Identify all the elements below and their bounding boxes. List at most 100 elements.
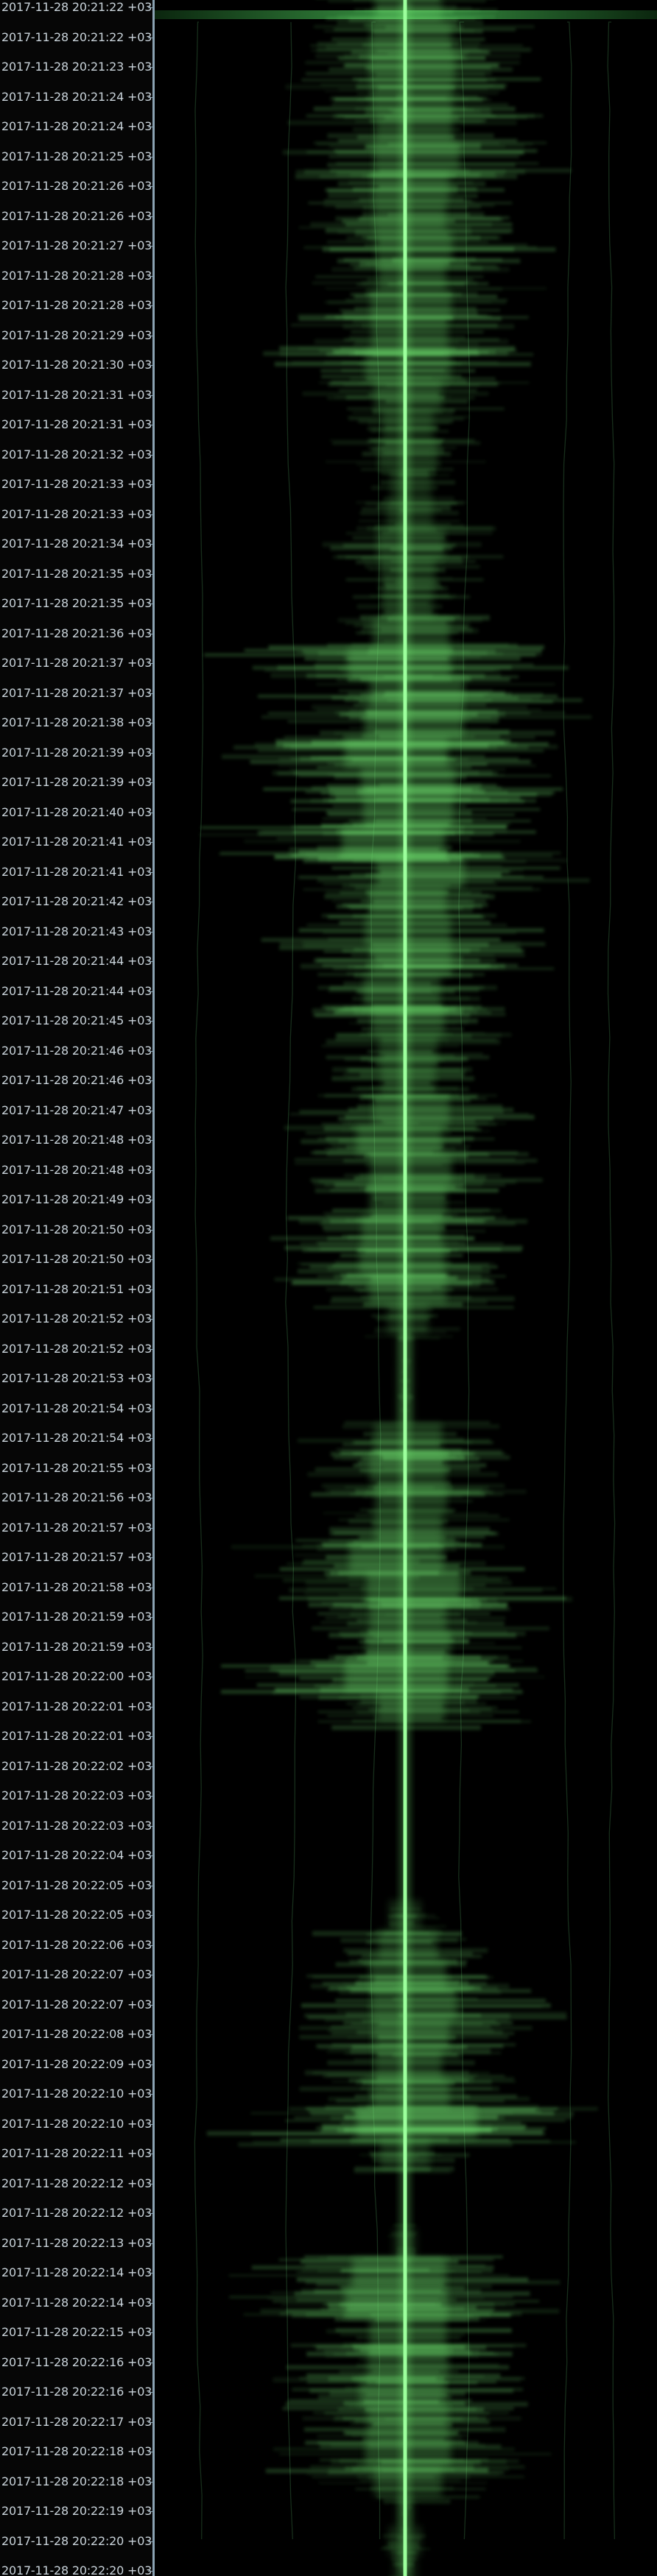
signal-core: [373, 1095, 449, 1125]
signal-core: [373, 618, 449, 648]
timestamp-label: 2017-11-28 20:21:59 +03:00: [1, 1610, 155, 1624]
timestamp-label: 2017-11-28 20:21:41 +03:00: [1, 835, 155, 849]
timestamp-label: 2017-11-28 20:21:40 +03:00: [1, 805, 155, 820]
timestamp-label: 2017-11-28 20:21:37 +03:00: [1, 656, 155, 670]
timestamp-tick: [148, 2482, 152, 2483]
timestamp-tick: [148, 1557, 152, 1558]
timestamp-axis: 2017-11-28 20:21:22 +03:00 2017-11-28 20:…: [0, 0, 155, 2576]
timestamp-label: 2017-11-28 20:21:56 +03:00: [1, 1490, 155, 1505]
timestamp-tick: [148, 842, 152, 843]
signal-core: [376, 112, 452, 142]
noise-trace: [608, 22, 615, 2539]
timestamp-label: 2017-11-28 20:21:57 +03:00: [1, 1521, 155, 1535]
timestamp-label: 2017-11-28 20:21:55 +03:00: [1, 1461, 155, 1476]
signal-core: [375, 1483, 447, 1513]
timestamp-label: 2017-11-28 20:22:01 +03:00: [1, 1729, 155, 1744]
timestamp-tick: [148, 1140, 152, 1141]
timestamp-label: 2017-11-28 20:21:53 +03:00: [1, 1371, 155, 1386]
timestamp-tick: [148, 2511, 152, 2512]
noise-trace: [194, 22, 203, 2539]
signal-core: [390, 470, 432, 500]
timestamp-label: 2017-11-28 20:21:24 +03:00: [1, 90, 155, 105]
timestamp-tick: [148, 991, 152, 992]
timestamp-label: 2017-11-28 20:21:33 +03:00: [1, 507, 155, 522]
timestamp-label: 2017-11-28 20:21:48 +03:00: [1, 1133, 155, 1147]
timestamp-label: 2017-11-28 20:22:12 +03:00: [1, 2206, 155, 2221]
timestamp-label: 2017-11-28 20:21:42 +03:00: [1, 894, 155, 909]
signal-core: [370, 678, 464, 708]
timestamp-label: 2017-11-28 20:21:25 +03:00: [1, 149, 155, 164]
signal-core: [373, 2079, 449, 2109]
signal-core: [373, 171, 449, 201]
timestamp-tick: [148, 1528, 152, 1529]
timestamp-tick: [148, 1259, 152, 1260]
timestamp-tick: [148, 186, 152, 187]
timestamp-label: 2017-11-28 20:21:34 +03:00: [1, 537, 155, 551]
timestamp-tick: [148, 1736, 152, 1737]
timestamp-label: 2017-11-28 20:21:44 +03:00: [1, 984, 155, 999]
timestamp-label: 2017-11-28 20:22:12 +03:00: [1, 2176, 155, 2191]
timestamp-tick: [148, 2422, 152, 2423]
timestamp-label: 2017-11-28 20:22:02 +03:00: [1, 1759, 155, 1774]
signal-core: [374, 141, 460, 171]
timestamp-label: 2017-11-28 20:21:35 +03:00: [1, 596, 155, 611]
timestamp-label: 2017-11-28 20:21:54 +03:00: [1, 1401, 155, 1416]
timestamp-label: 2017-11-28 20:21:47 +03:00: [1, 1103, 155, 1118]
timestamp-tick: [148, 2303, 152, 2304]
timestamp-label: 2017-11-28 20:22:01 +03:00: [1, 1699, 155, 1714]
timestamp-label: 2017-11-28 20:21:50 +03:00: [1, 1252, 155, 1267]
signal-core: [367, 1572, 461, 1602]
timestamp-tick: [148, 365, 152, 366]
timestamp-tick: [148, 305, 152, 306]
timestamp-label: 2017-11-28 20:21:51 +03:00: [1, 1282, 155, 1297]
timestamp-tick: [148, 2273, 152, 2274]
timestamp-label: 2017-11-28 20:22:04 +03:00: [1, 1848, 155, 1863]
timestamp-tick: [148, 1438, 152, 1439]
timestamp-tick: [148, 1289, 152, 1290]
timestamp-label: 2017-11-28 20:22:03 +03:00: [1, 1788, 155, 1803]
timestamp-tick: [148, 2124, 152, 2125]
signal-core: [370, 22, 452, 52]
timestamp-tick: [148, 932, 152, 933]
timestamp-label: 2017-11-28 20:22:14 +03:00: [1, 2265, 155, 2280]
timestamp-tick: [148, 67, 152, 68]
timestamp-label: 2017-11-28 20:21:27 +03:00: [1, 238, 155, 253]
timestamp-label: 2017-11-28 20:21:41 +03:00: [1, 865, 155, 880]
timestamp-tick: [148, 2094, 152, 2095]
timestamp-tick: [148, 2034, 152, 2035]
signal-core: [370, 52, 455, 82]
signal-streak: [384, 2499, 451, 2504]
timestamp-label: 2017-11-28 20:22:07 +03:00: [1, 1998, 155, 2012]
signal-core: [345, 737, 448, 768]
signal-core: [371, 1989, 457, 2020]
timestamp-label: 2017-11-28 20:21:32 +03:00: [1, 447, 155, 462]
timestamp-label: 2017-11-28 20:22:08 +03:00: [1, 2027, 155, 2042]
timestamp-label: 2017-11-28 20:21:28 +03:00: [1, 298, 155, 313]
timestamp-label: 2017-11-28 20:21:31 +03:00: [1, 388, 155, 403]
timestamp-label: 2017-11-28 20:22:11 +03:00: [1, 2146, 155, 2161]
timestamp-label: 2017-11-28 20:21:29 +03:00: [1, 328, 155, 343]
timestamp-label: 2017-11-28 20:21:30 +03:00: [1, 358, 155, 372]
timestamp-tick: [148, 395, 152, 396]
signal-core: [377, 529, 445, 559]
timestamp-label: 2017-11-28 20:21:33 +03:00: [1, 477, 155, 492]
timestamp-label: 2017-11-28 20:22:05 +03:00: [1, 1908, 155, 1922]
signal-core: [370, 291, 452, 321]
timestamp-tick: [148, 157, 152, 158]
timestamp-label: 2017-11-28 20:21:36 +03:00: [1, 626, 155, 641]
timestamp-label: 2017-11-28 20:22:14 +03:00: [1, 2296, 155, 2310]
timestamp-tick: [148, 1945, 152, 1946]
timestamp-label: 2017-11-28 20:22:18 +03:00: [1, 2444, 155, 2459]
timestamp-label: 2017-11-28 20:22:09 +03:00: [1, 2057, 155, 2072]
signal-core: [348, 648, 451, 679]
waterfall-display[interactable]: [155, 0, 657, 2576]
timestamp-tick: [148, 7, 152, 8]
timestamp-tick: [148, 1796, 152, 1797]
timestamp-label: 2017-11-28 20:22:00 +03:00: [1, 1669, 155, 1684]
timestamp-label: 2017-11-28 20:22:06 +03:00: [1, 1938, 155, 1953]
timestamp-label: 2017-11-28 20:22:07 +03:00: [1, 1967, 155, 1982]
signal-core: [356, 1125, 442, 1156]
timestamp-tick: [148, 276, 152, 277]
waterfall-plot: [155, 0, 657, 2576]
timestamp-label: 2017-11-28 20:21:31 +03:00: [1, 417, 155, 432]
